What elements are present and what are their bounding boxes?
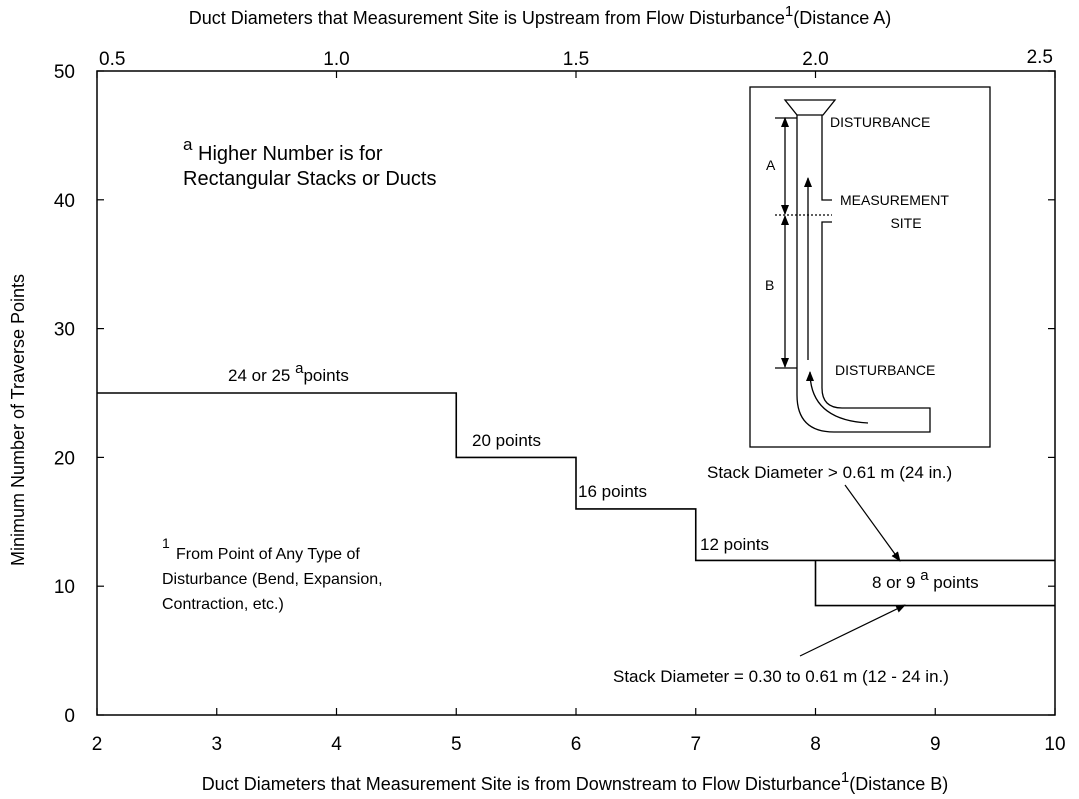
note-sup: 1 [162,535,170,551]
x2-axis-title: Duct Diameters that Measurement Site is … [189,3,892,28]
annotation-text: 24 or 25 [228,366,295,385]
inset-diagram [749,86,991,448]
y-tick-label: 0 [64,706,75,727]
note: Rectangular Stacks or Ducts [183,168,436,190]
x2-tick-label: 0.5 [99,49,125,70]
y-tick-label: 30 [54,320,75,341]
y-axis-title: Minimum Number of Traverse Points [8,274,28,566]
note: Higher Number is for [198,143,383,165]
x-tick-label: 8 [810,734,821,755]
duct-wall [821,115,832,201]
note: Contraction, etc.) [162,596,284,613]
x-axis-title: Duct Diameters that Measurement Site is … [202,769,949,794]
inset-label: B [765,277,774,293]
series-label: Stack Diameter > 0.61 m (24 in.) [707,463,952,482]
annotation-sup: a [920,567,929,584]
flow-arrow [806,371,869,424]
inset-frame [749,86,991,448]
annotation-text: points [929,573,979,592]
y-tick-label: 20 [54,448,75,469]
inset-label: DISTURBANCE [835,362,935,378]
x2-axis-title-text: Duct Diameters that Measurement Site is … [189,8,785,28]
annotation: 16 points [578,482,647,501]
note-sup: a [183,135,193,154]
inset-label: DISTURBANCE [830,114,930,130]
series-line [814,560,1055,607]
inset-label: SITE [890,215,921,231]
series-arrow [844,484,901,562]
x-axis-title-sup: 1 [841,769,849,786]
series-line [97,392,1055,562]
x-tick-label: 10 [1044,734,1065,755]
y-tick-label: 50 [54,62,75,83]
x2-tick-label: 2.5 [1027,47,1053,68]
annotation: 8 or 9 a points [872,567,979,592]
note: From Point of Any Type of [176,546,360,563]
note: Disturbance (Bend, Expansion, [162,571,383,588]
x-axis-title-text: Duct Diameters that Measurement Site is … [202,774,841,794]
x-tick-label: 9 [930,734,941,755]
annotation-sup: a [295,360,304,377]
x2-tick-label: 1.5 [563,49,589,70]
annotation: 12 points [700,535,769,554]
series-label: Stack Diameter = 0.30 to 0.61 m (12 - 24… [613,667,949,686]
x-tick-label: 6 [571,734,582,755]
annotation: 20 points [472,431,541,450]
x2-tick-label: 2.0 [802,49,828,70]
y-tick-label: 10 [54,577,75,598]
inset-label: A [766,157,776,173]
x-tick-label: 3 [211,734,222,755]
duct-wall [796,115,931,433]
inset-label: MEASUREMENT [840,192,949,208]
x2-axis-title-suffix: (Distance A) [793,8,891,28]
annotation: 24 or 25 apoints [228,360,349,385]
funnel [783,99,837,116]
annotation-text: points [303,366,348,385]
y-tick-label: 40 [54,191,75,212]
x2-axis-title-sup: 1 [785,3,793,20]
x-tick-label: 4 [331,734,342,755]
x-tick-label: 2 [92,734,103,755]
x-tick-label: 7 [690,734,701,755]
annotation-text: 8 or 9 [872,573,920,592]
x2-tick-label: 1.0 [323,49,349,70]
x-axis-title-suffix: (Distance B) [849,774,948,794]
series-arrow [799,604,906,657]
x-tick-label: 5 [451,734,462,755]
